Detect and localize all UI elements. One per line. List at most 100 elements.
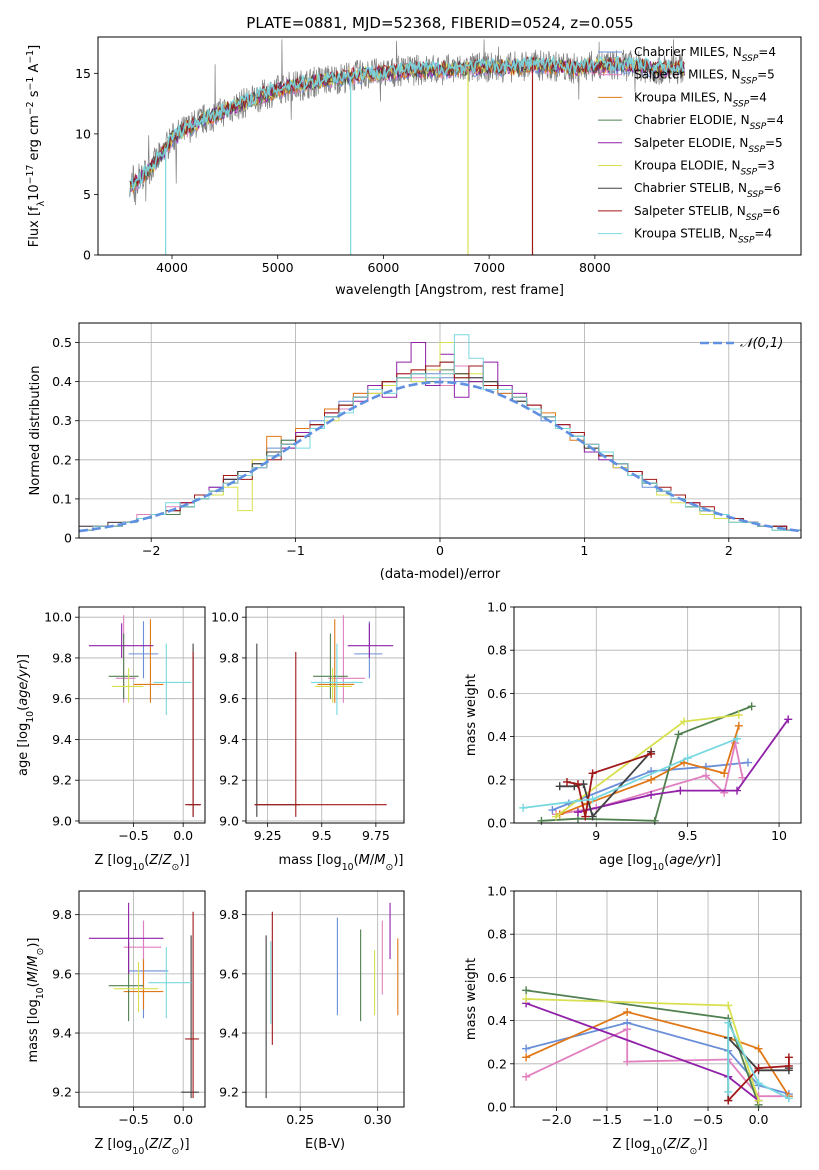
y-tick-label: 0.8 (487, 643, 507, 658)
y-axis-label: mass weight (464, 958, 479, 1040)
weight-vs-age-plot: 9 9.5 10 0.0 0.2 0.4 0.6 0.8 1.0 mass weight age [… (464, 600, 802, 873)
axes-frame (513, 890, 802, 1108)
weight-marker (733, 734, 742, 743)
y-tick-label: 0.8 (487, 927, 507, 942)
weight-series-line (727, 1057, 790, 1102)
label-part: M (374, 853, 385, 868)
weight-series-line (525, 989, 760, 1106)
legend-text: Salpeter STELIB, N (634, 204, 746, 218)
y-tick-label: 9.8 (219, 650, 239, 665)
label-part: 10 (342, 862, 354, 873)
weight-marker (522, 995, 531, 1003)
residual-histogram: −2 −1 0 1 2 0 0.1 0.2 0.3 0.4 0.5 (data-model)/erro… (28, 322, 802, 582)
y-tick-label: 10 (75, 126, 91, 141)
weight-marker (563, 777, 572, 786)
legend-label: 𝒩(0,1) (740, 336, 783, 351)
label-part: 10 (132, 1146, 144, 1157)
weight-marker (784, 1094, 793, 1103)
label-part: ( (16, 706, 31, 711)
x-tick-label: 9.5 (678, 828, 698, 843)
model-spectrum-line (130, 55, 685, 190)
legend-text: Chabrier STELIB, N (634, 181, 747, 195)
y-tick-label: 0.4 (52, 374, 72, 389)
weight-marker (623, 1057, 632, 1066)
age-vs-mass-plot: 9.25 9.5 9.75 9.0 9.2 9.4 9.6 9.8 10.0 mass [log1… (211, 606, 405, 873)
x-tick-label: 0 (436, 543, 444, 558)
legend-text: Salpeter MILES, N (634, 68, 741, 82)
y-tick-label: 9.0 (219, 813, 239, 828)
y-tick-label: 0.4 (487, 1013, 507, 1028)
legend-subscript: SSP (738, 236, 755, 246)
y-tick-label: 9.8 (52, 650, 72, 665)
y-tick-label: 0.6 (487, 686, 507, 701)
legend-text: Salpeter ELODIE, N (634, 136, 748, 150)
weight-marker (519, 803, 528, 812)
y-tick-label: 9.4 (52, 1026, 72, 1041)
legend-subscript: SSP (746, 213, 763, 223)
label-part: ] (27, 45, 42, 50)
label-part: ⊙ (172, 1146, 180, 1157)
y-tick-label: 9.4 (52, 732, 72, 747)
label-part: )] (179, 853, 189, 868)
label-part: ( (144, 1137, 149, 1152)
legend-label: Chabrier STELIB, NSSP=6 (634, 181, 781, 200)
weight-marker (548, 806, 557, 815)
label-part: ⊙ (35, 948, 46, 956)
label-part: )] (26, 938, 41, 948)
label-part: M (359, 853, 370, 868)
y-axis-label: mass [log10(M/M⊙)] (26, 938, 46, 1063)
label-part: Z [log (612, 1137, 650, 1152)
legend-label: Chabrier MILES, NSSP=4 (634, 45, 776, 64)
label-part: M (26, 956, 41, 967)
x-tick-label: −0.5 (118, 1112, 148, 1127)
legend-value: =4 (758, 45, 776, 59)
label-part: −1 (25, 50, 36, 64)
weight-marker (701, 771, 710, 780)
label-part: mass [log (26, 999, 41, 1062)
y-axis-label: Flux [fλ10−17 erg cm−2 s−1 A−1] (25, 45, 47, 247)
y-tick-label: 9.2 (219, 1085, 239, 1100)
axes-frame (78, 322, 802, 539)
weight-marker (623, 1007, 632, 1016)
x-axis-label: Z [log10(Z/Z⊙)] (94, 1137, 189, 1157)
x-tick-label: 2 (725, 543, 733, 558)
weight-marker (724, 1096, 733, 1105)
y-axis-label: mass weight (464, 674, 479, 756)
label-part: Z [log (94, 853, 132, 868)
legend-value: =6 (764, 181, 782, 195)
weight-marker (647, 790, 656, 799)
label-part: Z [log (94, 1137, 132, 1152)
weight-marker (522, 986, 531, 995)
y-tick-label: 9.0 (52, 813, 72, 828)
y-tick-label: 0.0 (487, 1100, 507, 1115)
weight-marker (647, 749, 656, 758)
weight-marker (588, 769, 597, 778)
legend-subscript: SSP (741, 77, 758, 87)
x-tick-label: 10 (771, 828, 787, 843)
y-tick-label: 0.3 (52, 413, 72, 428)
label-part: ( (26, 982, 41, 987)
weight-marker (754, 1096, 763, 1105)
y-tick-label: 9.4 (219, 732, 239, 747)
weight-series-line (525, 1027, 789, 1098)
y-tick-label: 0 (83, 248, 91, 263)
x-tick-label: 7000 (473, 260, 505, 275)
axes-frame (513, 606, 802, 824)
weight-marker (555, 782, 564, 791)
label-part: M (26, 971, 41, 982)
axes-frame (78, 890, 206, 1108)
label-part: 10 (35, 987, 46, 999)
y-axis-label: Normed distribution (28, 366, 43, 496)
label-part: )] (393, 853, 403, 868)
x-tick-label: −2 (142, 543, 160, 558)
legend-value: =4 (766, 113, 784, 127)
legend-subscript: SSP (741, 168, 758, 178)
label-part: ( (354, 853, 359, 868)
legend-label: Kroupa ELODIE, NSSP=3 (634, 159, 775, 178)
y-tick-label: 9.2 (219, 773, 239, 788)
label-part: )] (16, 654, 31, 664)
y-tick-label: 5 (83, 187, 91, 202)
y-tick-label: 9.6 (52, 691, 72, 706)
legend-text: Chabrier ELODIE, N (634, 113, 750, 127)
x-axis-label: (data-model)/error (380, 567, 501, 582)
